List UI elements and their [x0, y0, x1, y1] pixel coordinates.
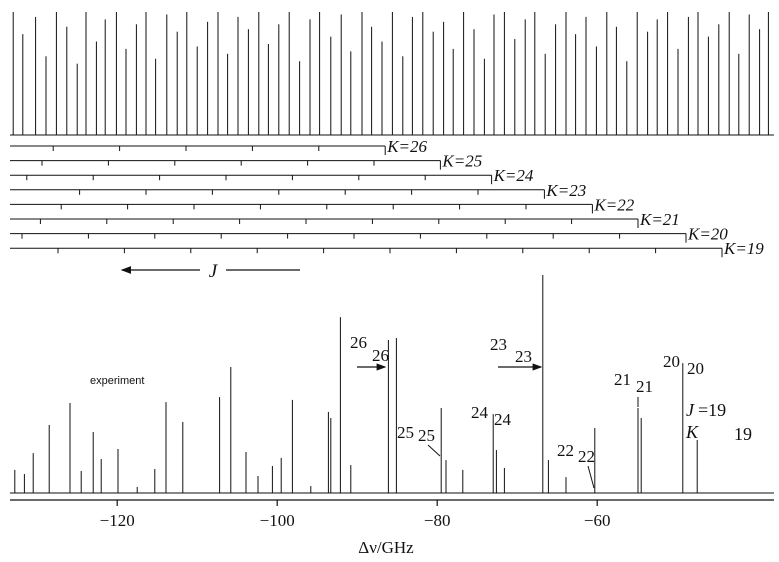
peak-label-sub: 23	[515, 347, 532, 366]
label-pointer	[427, 444, 441, 457]
peak-label-sub: 22	[578, 447, 595, 466]
ladder-label: K=23	[545, 181, 586, 200]
final-j-value: =19	[698, 400, 726, 420]
final-k-value: 19	[734, 424, 752, 444]
j-arrow-gap	[200, 260, 226, 280]
peak-label: 24	[471, 403, 489, 422]
x-tick-label: −60	[584, 511, 611, 530]
x-axis-title: Δν/GHz	[358, 538, 414, 557]
final-k: K	[685, 422, 699, 442]
peak-label: 23	[490, 335, 507, 354]
ladder-label: K=25	[441, 152, 482, 171]
j-arrow-label: J	[209, 261, 219, 282]
peak-label: 26	[350, 333, 367, 352]
ladder-label: K=22	[593, 195, 634, 214]
peak-label: 21	[614, 370, 631, 389]
peak-label-sub: 20	[687, 359, 704, 378]
peak-label-sub: 25	[418, 426, 435, 445]
label-pointer	[587, 465, 595, 489]
peak-label-sub: 26	[372, 346, 389, 365]
ladder-label: K=26	[386, 137, 427, 156]
final-j: J	[686, 400, 695, 420]
x-tick-label: −120	[100, 511, 135, 530]
x-tick-label: −100	[260, 511, 295, 530]
peak-label: 22	[557, 441, 574, 460]
ladder-label: K=20	[687, 225, 728, 244]
peak-label: 25	[397, 423, 414, 442]
ladder-label: K=24	[493, 166, 534, 185]
x-tick-label: −80	[424, 511, 451, 530]
ladder-label: K=21	[639, 210, 680, 229]
experiment-label: experiment	[90, 375, 144, 387]
peak-label: 20	[663, 352, 680, 371]
ladder-label: K=19	[723, 239, 764, 258]
peak-label-sub: 24	[494, 410, 512, 429]
peak-label-sub: 21	[636, 377, 653, 396]
